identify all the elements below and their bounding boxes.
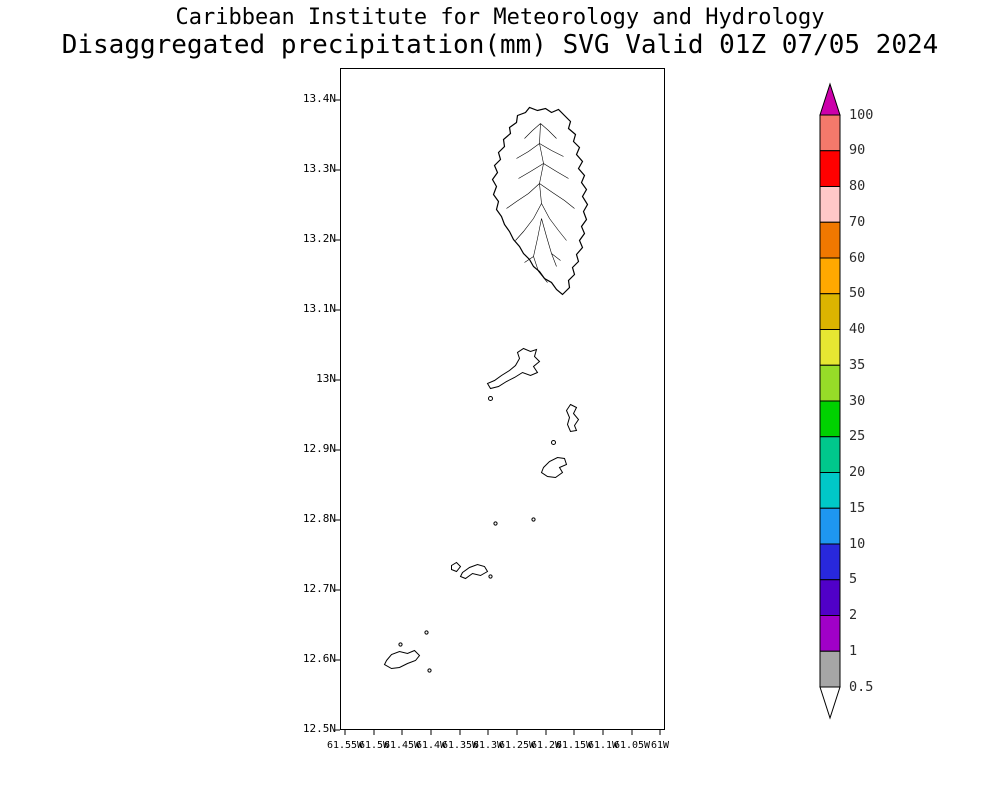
- small-cay: [531, 517, 536, 522]
- x-axis-label: 61.2W: [530, 740, 562, 751]
- x-axis-label: 61.05W: [613, 740, 651, 751]
- x-axis-label: 61.15W: [555, 740, 593, 751]
- small-cay: [488, 396, 493, 401]
- y-axis-label: 12.9N: [302, 442, 336, 455]
- x-axis-ticks: [344, 730, 661, 735]
- y-axis-label: 12.8N: [302, 512, 336, 525]
- small-cay: [427, 668, 432, 673]
- y-axis-ticks: [335, 99, 340, 731]
- plot-title: Disaggregated precipitation(mm) SVG Vali…: [61, 30, 939, 60]
- institute-title: Caribbean Institute for Meteorology and …: [175, 5, 825, 30]
- colorbar-segment: [819, 186, 841, 223]
- colorbar-label: 5: [849, 571, 858, 587]
- carriacou-island-outline: [383, 649, 421, 670]
- small-cay: [488, 574, 493, 579]
- y-axis-label: 12.5N: [302, 722, 336, 735]
- small-cay: [398, 642, 403, 647]
- st-vincent-island-outline: [491, 106, 589, 296]
- colorbar-segment: [819, 472, 841, 509]
- small-cay: [424, 630, 429, 635]
- x-axis-label: 61.55W: [326, 740, 364, 751]
- colorbar-label: 70: [849, 214, 866, 230]
- mustique-island-outline: [565, 403, 580, 433]
- colorbar-label: 25: [849, 428, 866, 444]
- colorbar-label: 30: [849, 393, 866, 409]
- union-island-outline: [459, 563, 489, 580]
- colorbar-segment: [819, 650, 841, 688]
- colorbar-segment: [819, 364, 841, 402]
- y-axis-label: 13.2N: [302, 232, 336, 245]
- colorbar-label: 2: [849, 607, 858, 623]
- map-frame: [340, 68, 665, 730]
- colorbar-label: 10: [849, 536, 866, 552]
- small-cay: [493, 521, 498, 526]
- y-axis-label: 13.4N: [302, 92, 336, 105]
- colorbar-segment: [819, 436, 841, 473]
- x-axis-label: 61.35W: [441, 740, 479, 751]
- colorbar-segment: [819, 257, 841, 295]
- colorbar-label: 35: [849, 357, 866, 373]
- colorbar-label: 40: [849, 321, 866, 337]
- small-cay: [551, 440, 556, 445]
- x-axis-label: 61.4W: [415, 740, 447, 751]
- colorbar-label: 0.5: [849, 679, 874, 695]
- colorbar-segment: [819, 543, 841, 581]
- y-axis-label: 13.1N: [302, 302, 336, 315]
- mayreau-island-outline: [451, 561, 462, 573]
- colorbar-arrow-bottom: [819, 686, 841, 720]
- islands-group: [383, 106, 589, 673]
- colorbar-segment: [819, 615, 841, 652]
- x-axis-label: 61.5W: [358, 740, 390, 751]
- map-panel: [335, 68, 665, 735]
- colorbar-label: 20: [849, 464, 866, 480]
- canouan-island-outline: [540, 456, 568, 479]
- x-axis-label: 61W: [650, 740, 670, 751]
- y-axis-label: 12.6N: [302, 652, 336, 665]
- colorbar-label: 15: [849, 500, 866, 516]
- x-axis-label: 61.1W: [587, 740, 619, 751]
- colorbar-label: 80: [849, 178, 866, 194]
- colorbar-label: 60: [849, 250, 866, 266]
- bequia-island-outline: [486, 347, 541, 390]
- precipitation-colorbar: [819, 82, 841, 720]
- x-axis-label: 61.25W: [498, 740, 536, 751]
- watershed-lines: [506, 123, 575, 283]
- y-axis-label: 12.7N: [302, 582, 336, 595]
- colorbar-label: 50: [849, 285, 866, 301]
- colorbar-segment: [819, 579, 841, 616]
- colorbar-segment: [819, 293, 841, 330]
- colorbar-segment: [819, 221, 841, 259]
- colorbar-segment: [819, 150, 841, 187]
- y-axis-label: 13N: [316, 372, 336, 385]
- colorbar-segment: [819, 507, 841, 545]
- colorbar-arrow-top: [819, 82, 841, 116]
- colorbar-label: 1: [849, 643, 858, 659]
- colorbar-segment: [819, 400, 841, 438]
- colorbar-label: 100: [849, 107, 874, 123]
- colorbar-segment: [819, 114, 841, 152]
- y-axis-label: 13.3N: [302, 162, 336, 175]
- x-axis-label: 61.3W: [472, 740, 504, 751]
- x-axis-label: 61.45W: [383, 740, 421, 751]
- colorbar-segment: [819, 329, 841, 366]
- colorbar-label: 90: [849, 142, 866, 158]
